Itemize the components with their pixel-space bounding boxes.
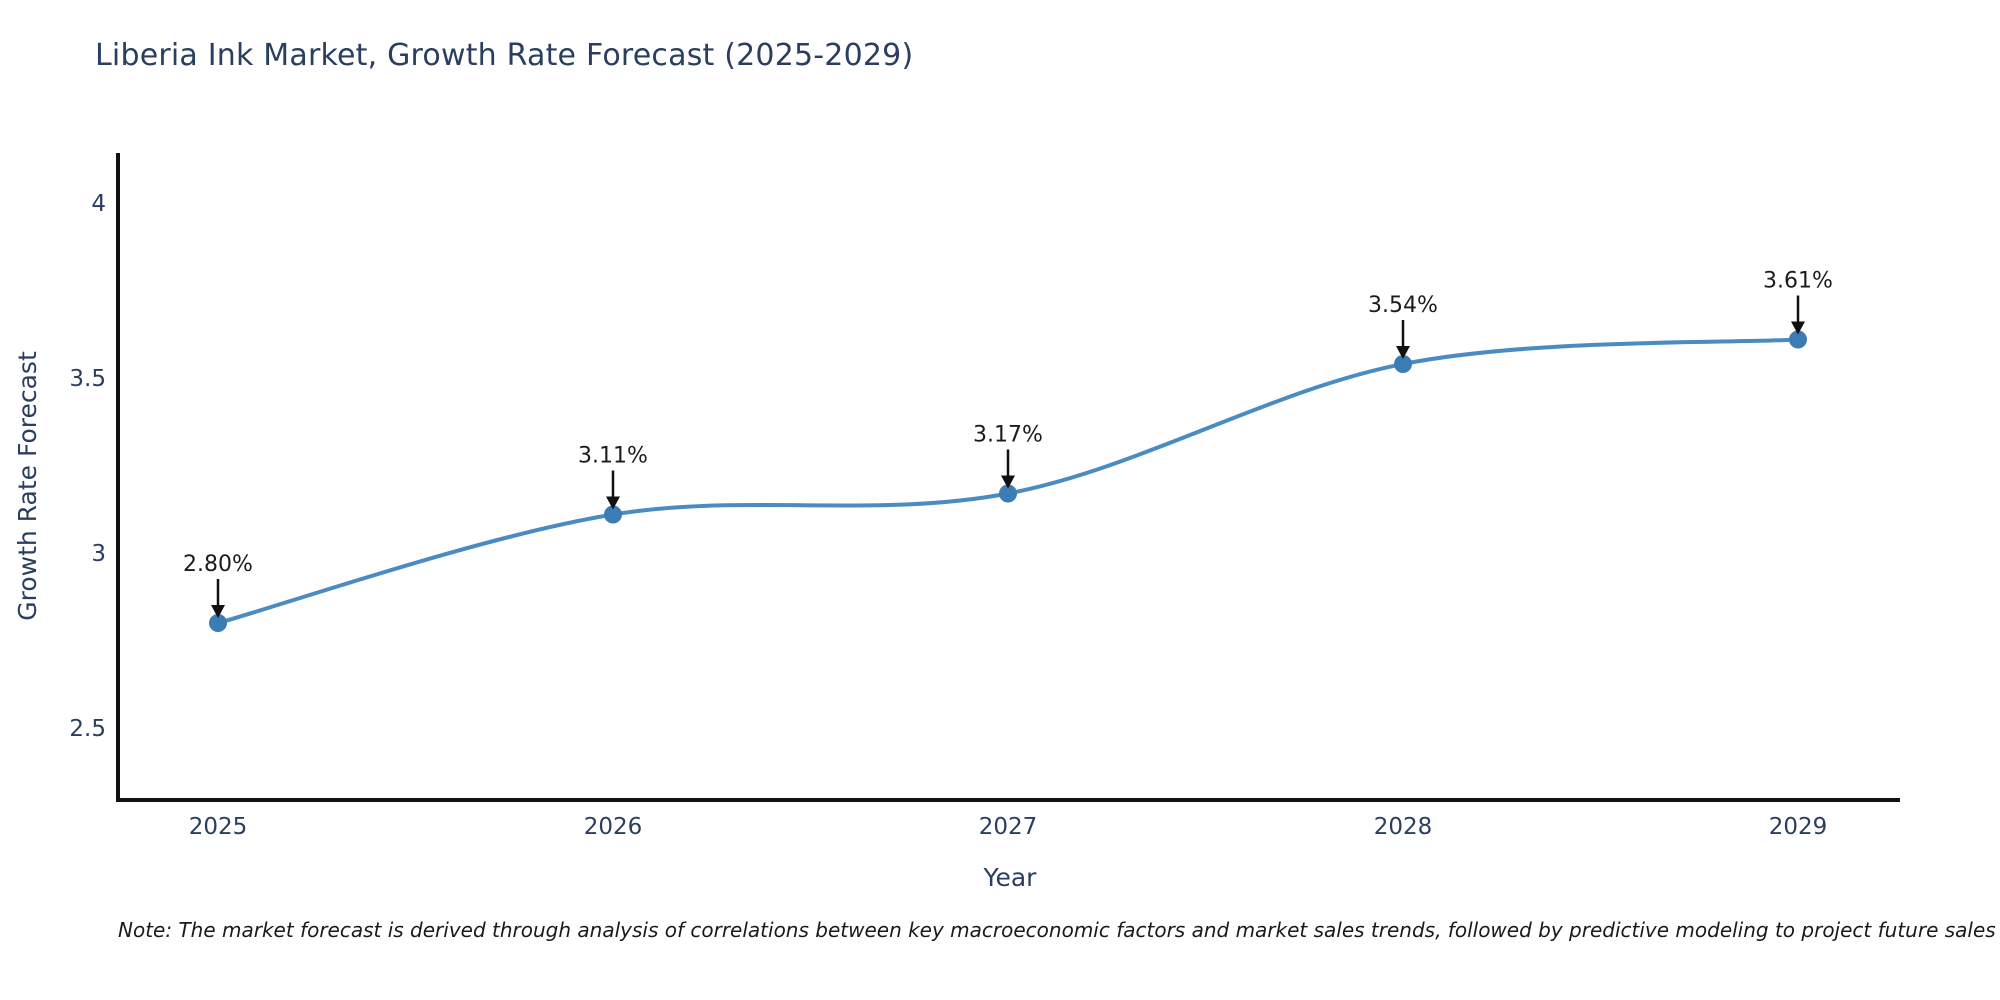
chart-title: Liberia Ink Market, Growth Rate Forecast…	[95, 38, 914, 73]
annotation-label: 3.17%	[973, 423, 1043, 448]
y-tick-label: 3	[91, 541, 106, 567]
data-point-marker	[1789, 330, 1807, 349]
data-point-marker	[1394, 355, 1412, 373]
y-tick-label: 3.5	[69, 366, 106, 392]
annotation: 3.54%	[1368, 293, 1438, 359]
data-point-marker	[604, 505, 622, 524]
data-point-marker	[999, 484, 1017, 503]
annotation: 3.11%	[578, 444, 648, 510]
footnote: Note: The market forecast is derived thr…	[118, 918, 1996, 942]
annotation-label: 2.80%	[183, 552, 253, 577]
x-tick-label: 2025	[189, 814, 248, 840]
annotation-label: 3.11%	[578, 444, 648, 469]
annotation-arrowhead-icon	[211, 605, 225, 618]
x-tick-label: 2028	[1374, 814, 1433, 840]
x-tick-label: 2029	[1769, 814, 1828, 840]
annotation-arrowhead-icon	[606, 496, 620, 510]
annotation-arrowhead-icon	[1001, 475, 1015, 489]
annotation-arrowhead-icon	[1791, 321, 1805, 335]
y-tick-label: 4	[91, 191, 106, 217]
data-point-marker	[209, 614, 227, 632]
x-tick-label: 2026	[584, 814, 643, 840]
annotation: 2.80%	[183, 552, 253, 618]
annotation: 3.17%	[973, 423, 1043, 489]
annotation-label: 3.61%	[1763, 269, 1833, 294]
x-tick-label: 2027	[979, 814, 1038, 840]
annotation-arrowhead-icon	[1396, 346, 1410, 359]
y-axis-title: Growth Rate Forecast	[13, 351, 42, 621]
forecast-line-series	[209, 330, 1807, 632]
annotation-label: 3.54%	[1368, 293, 1438, 318]
y-axis-tick-labels: 2.5 3 3.5 4	[69, 191, 106, 742]
annotation: 3.61%	[1763, 269, 1833, 335]
x-axis-title: Year	[983, 863, 1038, 892]
y-tick-label: 2.5	[69, 716, 106, 742]
x-axis-tick-labels: 2025 2026 2027 2028 2029	[189, 814, 1828, 840]
data-point-annotations: 2.80% 3.11% 3.17% 3.54% 3.61%	[183, 269, 1833, 618]
